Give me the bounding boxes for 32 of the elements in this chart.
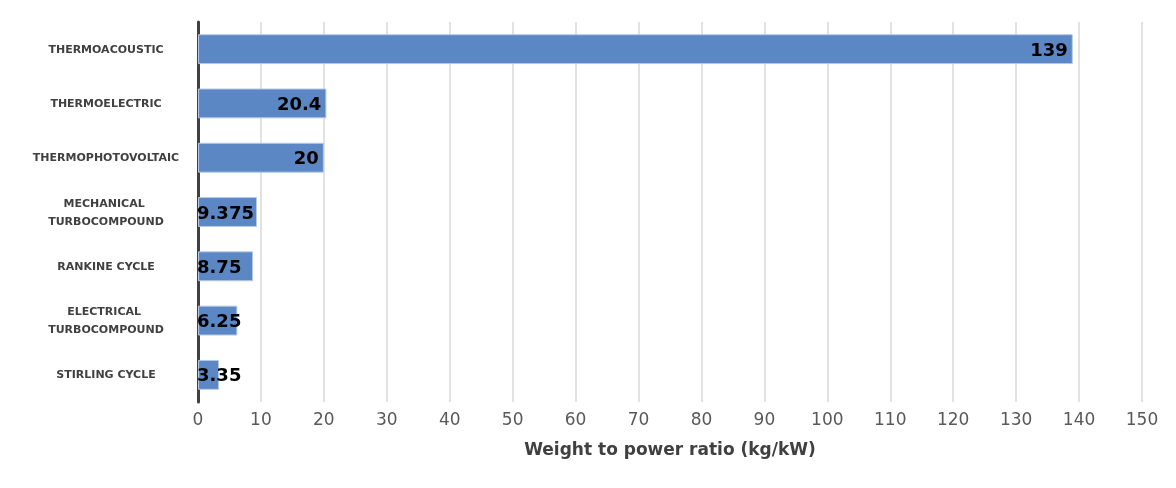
x-tick-label: 150 (1125, 408, 1159, 429)
y-tick-label: ELECTRICAL TURBOCOMPOUND (48, 305, 164, 337)
x-tick-label: 60 (564, 408, 587, 429)
x-tick-label: 0 (192, 408, 204, 429)
data-label: 139 (1030, 38, 1068, 60)
x-tick-label: 100 (811, 408, 844, 429)
y-tick-label: THERMOELECTRIC (50, 96, 162, 110)
bar (198, 34, 1073, 65)
y-tick-label: MECHANICAL TURBOCOMPOUND (48, 196, 164, 228)
x-tick-label: 50 (501, 408, 524, 429)
y-tick-label: RANKINE CYCLE (57, 259, 155, 273)
x-tick-label: 10 (250, 408, 272, 429)
x-tick-label: 130 (999, 408, 1033, 429)
data-label: 20.4 (276, 92, 322, 114)
data-label: 20 (293, 147, 319, 169)
y-tick-label: THERMOACOUSTIC (48, 42, 164, 56)
x-tick-label: 110 (874, 408, 907, 429)
x-tick-label: 20 (313, 408, 335, 429)
x-tick-label: 90 (753, 408, 776, 429)
x-tick-label: 120 (936, 408, 970, 429)
x-tick-label: 30 (375, 408, 398, 429)
x-tick-label: 80 (690, 408, 713, 429)
bar (198, 142, 324, 173)
data-label: 9.375 (197, 201, 254, 223)
x-tick-label: 140 (1062, 408, 1096, 429)
y-tick-label: THERMOPHOTOVOLTAIC (32, 151, 180, 165)
x-axis-title: Weight to power ratio (kg/kW) (524, 438, 816, 459)
x-tick-label: 40 (438, 408, 461, 429)
x-tick-label: 70 (627, 408, 650, 429)
y-tick-label: STIRLING CYCLE (56, 368, 156, 382)
bar (198, 88, 327, 119)
data-label: 8.75 (197, 255, 242, 277)
